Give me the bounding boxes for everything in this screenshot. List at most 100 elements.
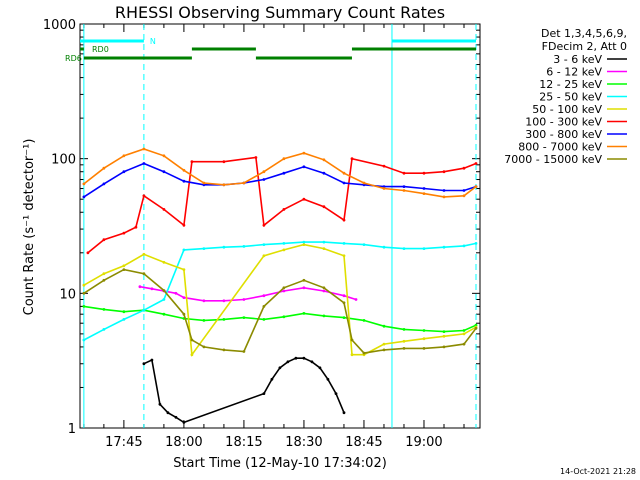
data-point bbox=[302, 286, 306, 290]
data-point bbox=[474, 185, 478, 189]
data-point bbox=[310, 360, 314, 364]
data-point bbox=[142, 162, 146, 165]
data-point bbox=[142, 147, 146, 151]
data-point bbox=[222, 160, 226, 164]
data-point bbox=[474, 326, 478, 330]
data-point bbox=[350, 157, 354, 161]
data-point bbox=[182, 223, 186, 227]
data-point bbox=[302, 312, 306, 315]
data-point bbox=[166, 411, 170, 415]
legend-label: 6 - 12 keV bbox=[546, 66, 602, 79]
data-point bbox=[142, 308, 146, 312]
data-point bbox=[254, 156, 258, 159]
series-line bbox=[139, 285, 357, 302]
x-tick-label: 18:00 bbox=[165, 435, 202, 450]
data-point bbox=[462, 189, 466, 192]
data-point bbox=[102, 182, 106, 186]
data-point bbox=[182, 179, 186, 183]
data-point bbox=[442, 170, 446, 174]
data-point bbox=[162, 298, 166, 301]
data-point bbox=[102, 272, 106, 276]
data-point bbox=[462, 332, 466, 336]
data-point bbox=[182, 168, 186, 172]
x-tick-label: 18:15 bbox=[225, 435, 262, 450]
data-point bbox=[142, 194, 146, 198]
data-point bbox=[262, 318, 266, 321]
data-point bbox=[342, 316, 346, 319]
data-point bbox=[162, 260, 166, 264]
data-point bbox=[382, 245, 386, 249]
data-point bbox=[262, 305, 266, 308]
legend: Det 1,3,4,5,6,9, FDecim 2, Att 0 3 - 6 k… bbox=[504, 27, 627, 166]
data-point bbox=[122, 231, 126, 235]
data-point bbox=[462, 194, 466, 198]
data-point bbox=[82, 338, 86, 342]
data-point bbox=[190, 338, 194, 342]
chart-title: RHESSI Observing Summary Count Rates bbox=[115, 3, 445, 22]
data-point bbox=[422, 329, 426, 332]
data-point bbox=[282, 242, 286, 245]
data-point bbox=[322, 314, 326, 318]
data-point bbox=[122, 268, 126, 271]
data-point bbox=[202, 247, 206, 251]
data-point bbox=[242, 316, 246, 319]
data-point bbox=[282, 248, 286, 252]
data-point bbox=[382, 164, 386, 168]
data-point bbox=[474, 162, 478, 165]
data-point bbox=[190, 160, 194, 164]
data-point bbox=[322, 158, 326, 162]
data-point bbox=[442, 189, 446, 192]
data-point bbox=[202, 345, 206, 349]
data-point bbox=[142, 252, 146, 256]
plot-area: 1 10 100 1000 17:45 18:00 18:15 18:30 18:45 19:00… bbox=[43, 18, 481, 450]
data-point bbox=[402, 328, 406, 331]
data-point bbox=[162, 208, 166, 211]
data-point bbox=[402, 171, 406, 175]
data-point bbox=[102, 166, 106, 170]
data-point bbox=[350, 338, 354, 342]
data-point bbox=[282, 315, 286, 319]
data-point bbox=[262, 178, 266, 181]
legend-label: 100 - 300 keV bbox=[525, 116, 602, 129]
data-point bbox=[302, 356, 306, 360]
x-axis-label: Start Time (12-May-10 17:34:02) bbox=[173, 456, 387, 471]
data-point bbox=[442, 330, 446, 333]
data-point bbox=[362, 351, 366, 355]
data-point bbox=[326, 377, 330, 381]
data-point bbox=[162, 312, 166, 316]
data-point bbox=[162, 289, 166, 292]
data-point bbox=[422, 187, 426, 190]
data-point bbox=[342, 301, 346, 305]
data-point bbox=[282, 286, 286, 290]
data-point bbox=[82, 195, 86, 199]
x-tick-label: 17:45 bbox=[105, 435, 142, 450]
flag-label: RD0 bbox=[92, 45, 109, 54]
data-point bbox=[402, 247, 406, 251]
y-tick-label: 1 bbox=[68, 422, 76, 437]
data-point bbox=[202, 319, 206, 322]
data-point bbox=[182, 268, 186, 271]
data-point bbox=[82, 291, 86, 295]
data-point bbox=[262, 254, 266, 258]
data-point bbox=[182, 296, 186, 299]
data-point bbox=[202, 299, 206, 303]
legend-header-line-1: Det 1,3,4,5,6,9, bbox=[541, 27, 627, 40]
data-point bbox=[262, 243, 266, 247]
data-point bbox=[286, 360, 290, 364]
data-point bbox=[474, 242, 478, 245]
x-tick-label: 19:00 bbox=[405, 435, 442, 450]
x-tick-label: 18:30 bbox=[285, 435, 322, 450]
data-point bbox=[422, 347, 426, 350]
data-point bbox=[122, 310, 126, 314]
data-point bbox=[362, 181, 366, 185]
data-point bbox=[474, 323, 478, 327]
flag-label: RD6 bbox=[65, 54, 82, 63]
data-point bbox=[422, 247, 426, 251]
legend-label: 25 - 50 keV bbox=[539, 91, 602, 104]
data-point bbox=[174, 415, 178, 419]
y-tick-label: 1000 bbox=[43, 18, 76, 33]
data-point bbox=[322, 286, 326, 290]
data-point bbox=[342, 218, 346, 222]
legend-label: 12 - 25 keV bbox=[539, 78, 602, 91]
